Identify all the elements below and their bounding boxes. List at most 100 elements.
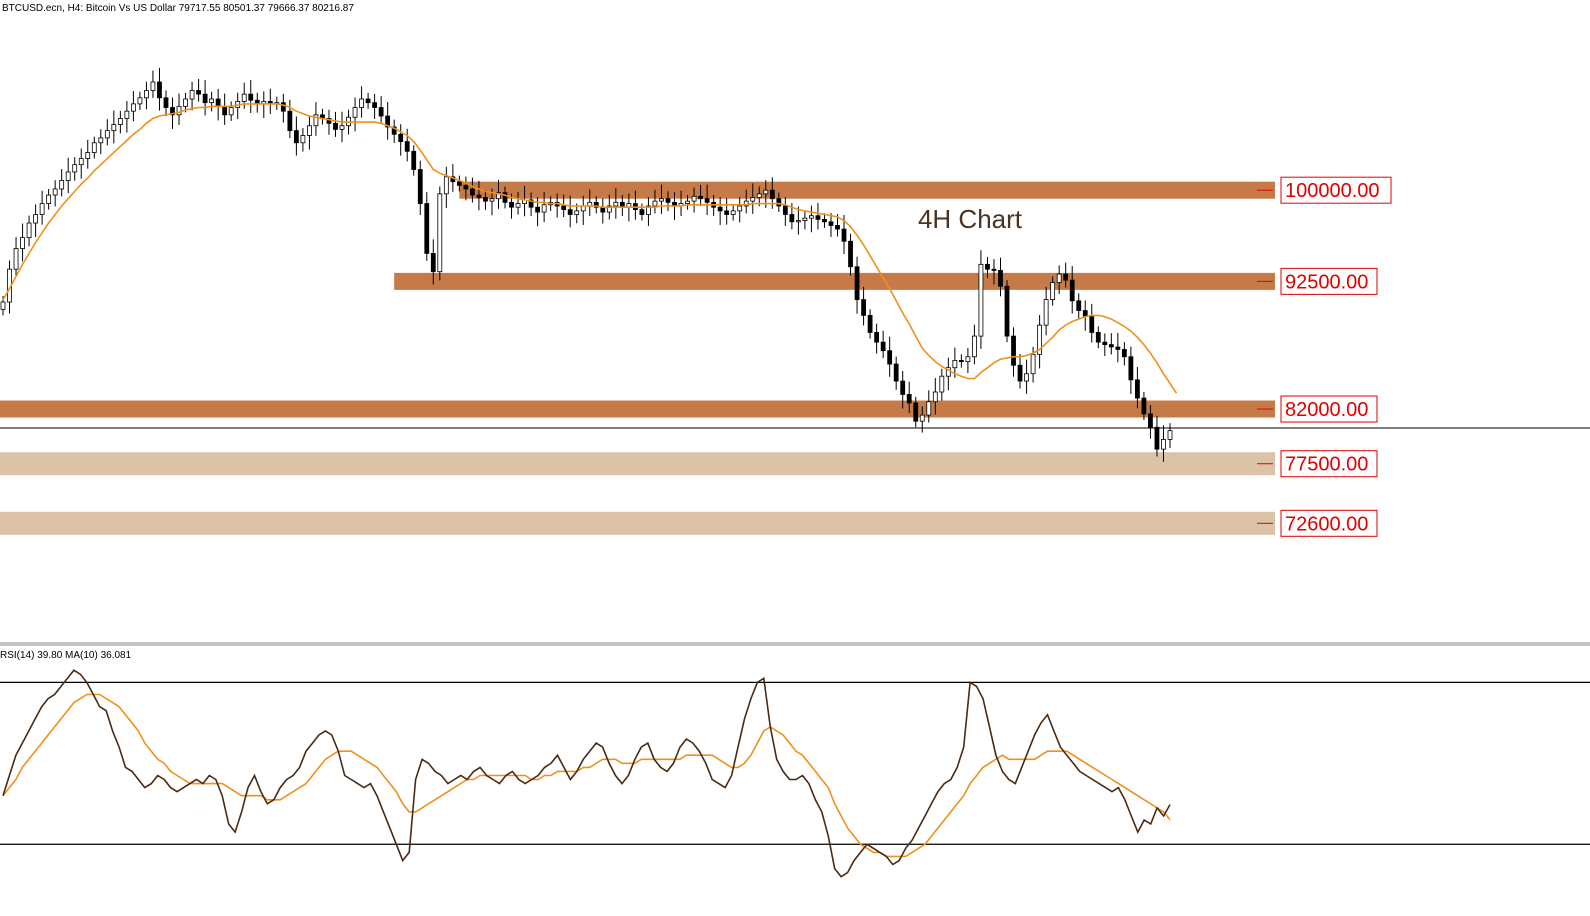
candle-body-74 <box>483 197 488 202</box>
level-label-box-3 <box>1280 450 1378 478</box>
candle-body-122 <box>795 220 801 223</box>
candle-body-2 <box>13 248 19 270</box>
candle-body-35 <box>228 107 234 116</box>
candle-body-47 <box>307 125 312 136</box>
candle-body-140 <box>913 402 919 422</box>
candle-body-29 <box>189 90 195 100</box>
candle-body-100 <box>652 200 658 207</box>
candle-body-106 <box>691 195 697 202</box>
candle-body-75 <box>489 198 495 202</box>
candle-body-141 <box>919 414 925 422</box>
candle-body-111 <box>724 210 730 215</box>
candle-body-86 <box>561 205 567 211</box>
candle-body-114 <box>743 200 749 207</box>
candle-body-34 <box>222 105 228 116</box>
candle-body-91 <box>593 201 599 208</box>
candle-body-73 <box>476 194 482 198</box>
candle-body-177 <box>1154 426 1160 450</box>
candle-body-121 <box>789 214 795 223</box>
candle-body-108 <box>704 198 710 203</box>
candle-body-3 <box>20 237 25 249</box>
candle-body-30 <box>196 90 201 95</box>
candle-body-135 <box>880 341 886 352</box>
candle-body-79 <box>515 203 521 208</box>
candle-body-150 <box>978 263 984 337</box>
candle-body-55 <box>359 98 364 108</box>
candle-body-57 <box>372 102 378 108</box>
candle-body-110 <box>717 206 723 212</box>
candle-body-142 <box>926 401 932 416</box>
candle-body-78 <box>509 201 514 208</box>
zone-92500.00 <box>394 272 1275 290</box>
candle-body-38 <box>248 93 254 101</box>
candle-body-159 <box>1037 324 1043 355</box>
candle-body-155 <box>1011 335 1016 366</box>
candle-body-172 <box>1121 349 1127 358</box>
candle-body-31 <box>202 93 208 104</box>
candle-body-66 <box>430 253 436 273</box>
candle-body-115 <box>750 197 756 202</box>
candle-body-58 <box>378 107 384 117</box>
candle-body-83 <box>541 204 547 213</box>
candle-body-116 <box>756 193 762 198</box>
candle-body-60 <box>391 126 397 135</box>
rsi-line <box>2 669 1171 878</box>
candle-body-81 <box>528 199 534 208</box>
candle-body-162 <box>1056 273 1062 283</box>
candle-body-23 <box>150 81 156 91</box>
candle-body-105 <box>685 200 690 204</box>
candle-body-72 <box>470 188 475 196</box>
candle-body-144 <box>939 375 945 393</box>
candle-body-0 <box>0 301 6 310</box>
level-label-4: 72600.00 <box>1285 513 1368 535</box>
candle-body-44 <box>287 110 293 132</box>
candle-body-136 <box>887 350 893 365</box>
candle-body-117 <box>763 189 769 195</box>
candle-body-26 <box>170 107 175 116</box>
candle-body-161 <box>1050 282 1056 301</box>
candle-body-62 <box>404 141 410 152</box>
zone-72600.00 <box>0 511 1275 535</box>
candle-body-128 <box>835 225 840 230</box>
candle-body-152 <box>991 268 997 271</box>
level-label-box-2 <box>1280 395 1378 423</box>
candle-body-77 <box>502 192 508 203</box>
level-label-box-0 <box>1280 176 1392 204</box>
candle-body-4 <box>26 222 32 239</box>
candle-body-13 <box>85 152 91 159</box>
candle-body-124 <box>809 215 814 219</box>
candle-body-119 <box>776 198 782 207</box>
candle-body-68 <box>443 176 449 195</box>
rsi-header: RSI(14) 39.80 MA(10) 36.081 <box>0 650 132 661</box>
candle-body-164 <box>1069 279 1075 302</box>
candle-body-173 <box>1128 356 1134 381</box>
candle-body-160 <box>1043 299 1049 326</box>
candle-body-157 <box>1024 373 1029 382</box>
candle-body-174 <box>1135 379 1140 399</box>
candle-body-22 <box>144 90 149 99</box>
candle-body-131 <box>854 266 860 301</box>
candle-body-129 <box>841 228 847 242</box>
candle-body-107 <box>698 195 703 200</box>
candle-body-63 <box>411 150 417 170</box>
candle-body-156 <box>1017 364 1023 382</box>
candle-body-5 <box>33 214 38 224</box>
moving-average <box>2 103 1178 394</box>
candle-body-154 <box>1004 285 1010 337</box>
candle-body-151 <box>985 263 990 270</box>
candle-body-16 <box>104 130 110 139</box>
candle-body-82 <box>535 206 541 213</box>
candle-body-163 <box>1063 273 1069 281</box>
candle-body-43 <box>280 102 286 112</box>
candle-body-127 <box>828 221 834 226</box>
candle-body-130 <box>848 240 853 268</box>
candle-body-9 <box>59 180 65 190</box>
candle-body-143 <box>932 391 938 403</box>
candle-body-54 <box>352 107 358 118</box>
candle-body-59 <box>385 115 391 128</box>
candle-body-56 <box>365 98 371 104</box>
candle-body-147 <box>958 359 964 363</box>
candle-body-21 <box>137 97 143 105</box>
level-zones <box>0 181 1275 535</box>
